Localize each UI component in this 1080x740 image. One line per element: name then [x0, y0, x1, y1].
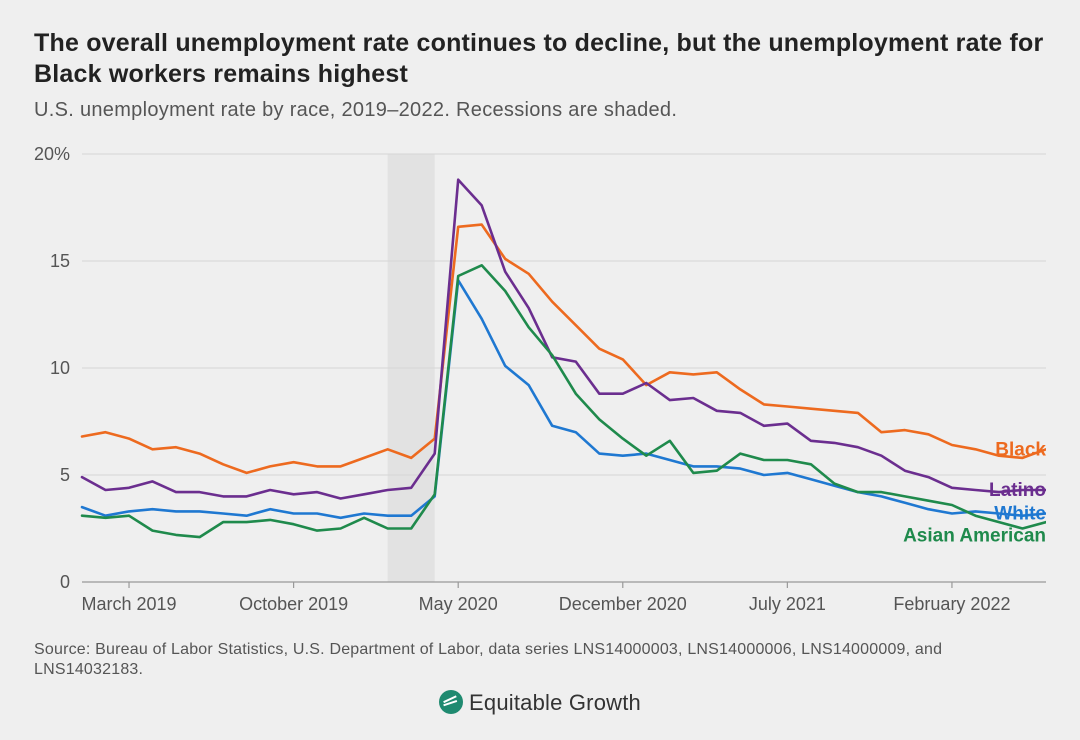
- x-tick-label: December 2020: [559, 594, 687, 614]
- brand-logo-icon: [439, 690, 463, 714]
- chart-title: The overall unemployment rate continues …: [34, 28, 1046, 89]
- source-text: Source: Bureau of Labor Statistics, U.S.…: [34, 640, 1046, 680]
- series-label-asian-american: Asian American: [903, 526, 1046, 547]
- y-tick-label: 15: [50, 251, 70, 271]
- series-label-latino: Latino: [989, 480, 1046, 501]
- y-tick-label: 0: [60, 572, 70, 592]
- brand-name: Equitable Growth: [469, 690, 641, 715]
- chart-subtitle: U.S. unemployment rate by race, 2019–202…: [34, 99, 1046, 122]
- x-tick-label: May 2020: [419, 594, 498, 614]
- series-line-white: [82, 280, 1046, 518]
- x-tick-label: March 2019: [81, 594, 176, 614]
- series-label-white: White: [994, 504, 1046, 525]
- y-tick-label: 5: [60, 465, 70, 485]
- line-chart: 0 5 10 15 20% March 2019 October 2019 May 2020 D…: [34, 142, 1046, 622]
- x-tick-label: February 2022: [893, 594, 1010, 614]
- x-tick-label: July 2021: [749, 594, 826, 614]
- y-tick-label: 20%: [34, 144, 70, 164]
- series-line-black: [82, 225, 1046, 473]
- y-tick-label: 10: [50, 358, 70, 378]
- series-label-black: Black: [995, 439, 1046, 460]
- x-tick-label: October 2019: [239, 594, 348, 614]
- series-line-latino: [82, 180, 1046, 499]
- chart-container: 0 5 10 15 20% March 2019 October 2019 May 2020 D…: [34, 142, 1046, 622]
- footer-brand: Equitable Growth: [34, 690, 1046, 716]
